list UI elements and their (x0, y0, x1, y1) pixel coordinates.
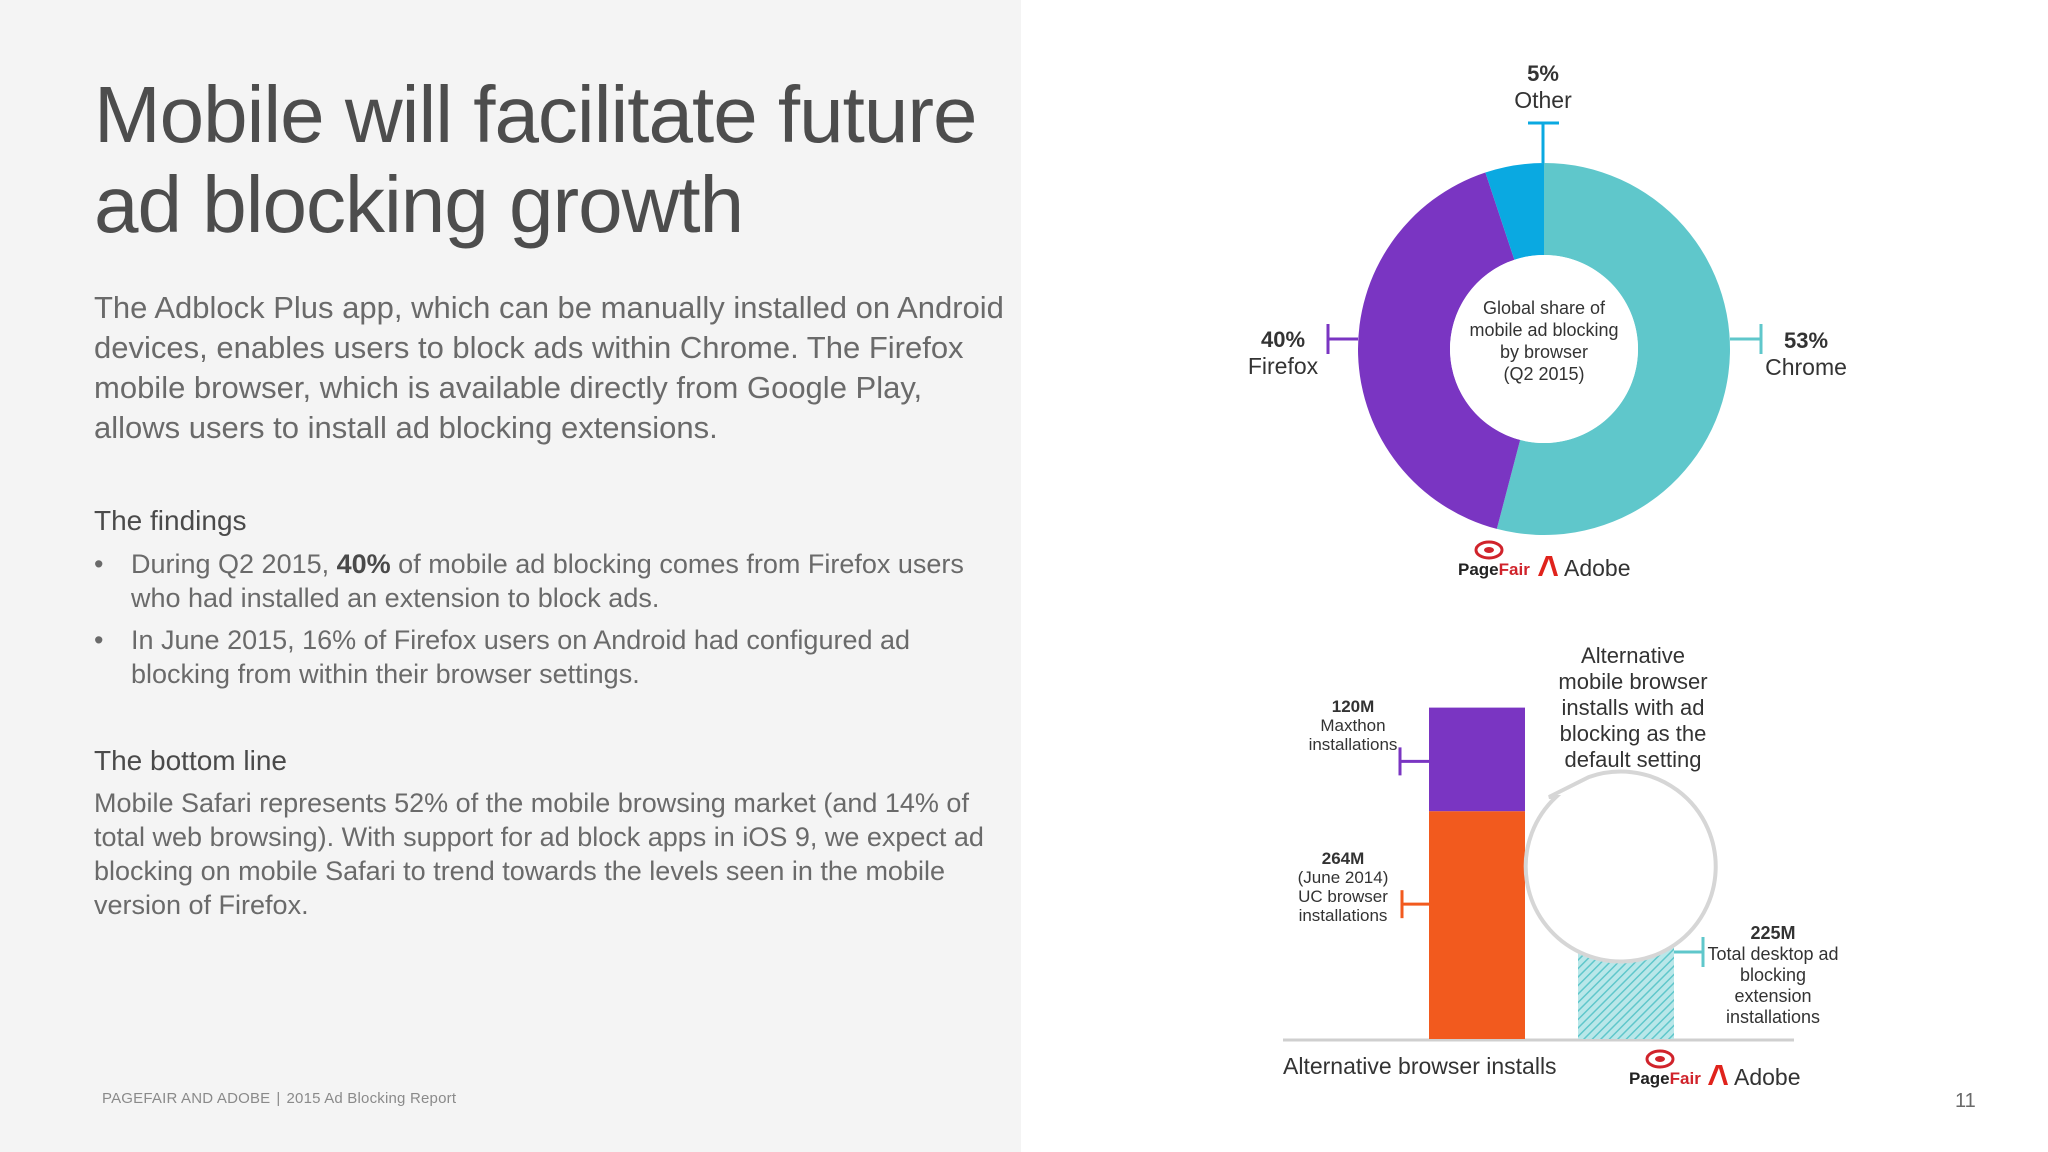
page-number: 11 (1955, 1090, 1976, 1112)
adobe-logo: Adobe (1538, 555, 1631, 581)
chrome-name-label: Chrome (1765, 354, 1847, 380)
donut-hole (1450, 255, 1638, 443)
callout-text: blocking as the (1560, 721, 1707, 746)
firefox-percent-label: 40% (1261, 327, 1305, 352)
callout-bubble-shape (1523, 769, 1718, 964)
uc-bar-label: (June 2014) (1298, 868, 1389, 887)
list-item: • In June 2015, 16% of Firefox users on A… (94, 623, 974, 691)
adobe-a-icon (1718, 1065, 1728, 1085)
adobe-wordmark: Adobe (1564, 555, 1631, 581)
pagefair-logo: PageFair (1629, 1049, 1701, 1088)
callout-text: mobile browser (1558, 669, 1707, 694)
title-line-1: Mobile will facilitate future (94, 70, 977, 159)
firefox-name-label: Firefox (1248, 353, 1319, 379)
uc-bar-label: 264M (1322, 849, 1365, 868)
footer-separator: | (276, 1090, 281, 1107)
bar-chart: Alternative browser installs 264M(June 20… (1283, 643, 1839, 1079)
callout-text: installs with ad (1561, 695, 1704, 720)
donut-center-label: by browser (1500, 342, 1588, 362)
intro-paragraph: The Adblock Plus app, which can be manua… (94, 290, 1004, 445)
donut-slice-other (1485, 163, 1544, 260)
adobe-wordmark: Adobe (1734, 1064, 1801, 1090)
callout-text: default setting (1565, 747, 1702, 772)
pagefair-ring-icon (1645, 1049, 1675, 1069)
pagefair-ring-center-icon (1655, 1056, 1665, 1062)
title-line-2: ad blocking growth (94, 160, 744, 249)
findings-list: • During Q2 2015, 40% of mobile ad blocki… (94, 547, 974, 699)
finding-text-pre: In June 2015, 16% of Firefox users on An… (131, 625, 911, 689)
adobe-a-icon (1548, 556, 1558, 576)
bullet-glyph: • (94, 625, 104, 655)
pagefair-wordmark-a: Page (1629, 1069, 1670, 1088)
donut-center-label: Global share of (1483, 298, 1606, 318)
maxthon-bar-label: installations (1309, 735, 1398, 754)
pagefair-logo: PageFair (1458, 540, 1530, 579)
callout-text: Alternative (1581, 643, 1685, 668)
bar-segment-uc (1429, 811, 1525, 1039)
desktop-bar-label: Total desktop ad (1707, 944, 1838, 964)
pagefair-ring-center-icon (1484, 547, 1494, 553)
page-title: Mobile will facilitate future ad blockin… (94, 70, 994, 250)
bottom-line-heading: The bottom line (94, 745, 287, 776)
donut-center-label: mobile ad blocking (1469, 320, 1618, 340)
pagefair-wordmark: PageFair (1629, 1069, 1701, 1088)
other-name-label: Other (1514, 87, 1572, 113)
uc-bar-label: installations (1299, 906, 1388, 925)
donut-slice-chrome (1496, 163, 1730, 535)
left-panel (0, 0, 1021, 1152)
footer-org: PAGEFAIR AND ADOBE (102, 1090, 271, 1107)
x-axis-label: Alternative browser installs (1283, 1053, 1557, 1079)
maxthon-bar-label: Maxthon (1320, 716, 1385, 735)
adobe-logo: Adobe (1708, 1064, 1801, 1090)
desktop-bar-label: 225M (1750, 923, 1795, 943)
donut-slice-firefox (1358, 172, 1521, 529)
bottom-line-text: Mobile Safari represents 52% of the mobi… (94, 788, 984, 920)
chrome-percent-label: 53% (1784, 328, 1828, 353)
pagefair-wordmark-b: Fair (1670, 1069, 1702, 1088)
list-item: • During Q2 2015, 40% of mobile ad blocki… (94, 547, 974, 615)
donut-center-label: (Q2 2015) (1503, 364, 1584, 384)
maxthon-bar-label: 120M (1332, 697, 1375, 716)
adobe-a-icon (1538, 556, 1550, 576)
bullet-glyph: • (94, 549, 104, 579)
findings-heading: The findings (94, 505, 247, 536)
adobe-a-icon (1708, 1065, 1720, 1085)
bar-segment-maxthon (1429, 707, 1525, 812)
desktop-bar-label: installations (1726, 1007, 1820, 1027)
pagefair-ring-icon (1474, 540, 1504, 560)
finding-text-bold: 40% (336, 549, 391, 579)
pagefair-wordmark: PageFair (1458, 560, 1530, 579)
pagefair-wordmark-b: Fair (1499, 560, 1531, 579)
desktop-bar-label: extension (1734, 986, 1811, 1006)
finding-text-pre: During Q2 2015, (131, 549, 337, 579)
other-percent-label: 5% (1527, 61, 1559, 86)
footer: PAGEFAIR AND ADOBE | 2015 Ad Blocking Repo… (102, 1090, 456, 1107)
footer-report: 2015 Ad Blocking Report (286, 1090, 457, 1107)
uc-bar-label: UC browser (1298, 887, 1388, 906)
pagefair-wordmark-a: Page (1458, 560, 1499, 579)
finding-text-post: of mobile ad blocking comes from Firefox… (131, 549, 964, 613)
desktop-bar-label: blocking (1740, 965, 1806, 985)
